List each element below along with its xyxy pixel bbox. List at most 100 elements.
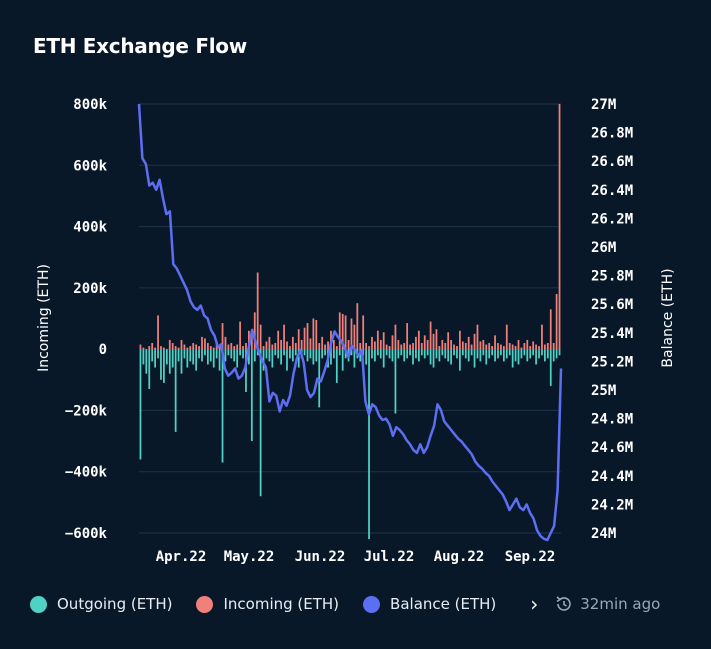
outgoing-bar <box>177 349 180 362</box>
outgoing-bar <box>400 349 403 356</box>
incoming-bar <box>482 339 485 350</box>
legend-outgoing[interactable]: Outgoing (ETH) <box>30 595 172 613</box>
outgoing-bar <box>497 349 499 359</box>
exchange-flow-chart: 800k 600k 400k 200k 0 −200k −400k −600k 27M 26.8… <box>36 97 676 565</box>
outgoing-bar <box>482 349 485 356</box>
incoming-bar <box>379 339 382 350</box>
incoming-bar <box>294 343 297 350</box>
incoming-bar <box>139 344 142 350</box>
outgoing-bar <box>417 349 420 362</box>
incoming-bar <box>456 346 458 350</box>
outgoing-bar <box>350 349 353 356</box>
incoming-bar <box>420 343 423 350</box>
outgoing-bar <box>286 349 288 371</box>
outgoing-bar <box>315 349 318 362</box>
incoming-bar <box>365 343 367 350</box>
incoming-bar <box>406 323 409 350</box>
outgoing-bar <box>221 349 224 463</box>
outgoing-bar <box>511 349 514 368</box>
incoming-bar <box>362 315 365 350</box>
incoming-bar <box>324 344 326 350</box>
right-tick-label: 26M <box>591 240 616 256</box>
outgoing-bar <box>558 349 561 356</box>
outgoing-bar <box>435 349 438 359</box>
incoming-bar <box>511 344 514 350</box>
incoming-bar <box>453 344 455 350</box>
outgoing-bar <box>280 349 283 365</box>
incoming-bar <box>253 312 256 350</box>
left-tick-label: 0 <box>99 342 107 358</box>
outgoing-bar <box>467 349 470 362</box>
outgoing-bar <box>441 349 444 356</box>
incoming-bar <box>541 324 543 350</box>
incoming-bar <box>151 343 154 350</box>
incoming-bar <box>508 343 511 350</box>
incoming-bar <box>412 343 414 350</box>
incoming-bar <box>206 343 209 350</box>
outgoing-bar <box>371 349 373 359</box>
incoming-bar <box>224 336 227 350</box>
balance-line-group <box>137 103 563 542</box>
outgoing-bar <box>268 349 271 362</box>
left-tick-label: 200k <box>73 281 107 297</box>
incoming-bar <box>376 330 379 350</box>
outgoing-bar <box>265 349 268 359</box>
incoming-bar <box>245 343 247 350</box>
incoming-bar <box>391 335 394 350</box>
incoming-bar <box>265 341 268 350</box>
outgoing-bar <box>212 349 215 368</box>
incoming-bar <box>473 333 476 350</box>
outgoing-bar <box>215 349 218 359</box>
legend-balance[interactable]: Balance (ETH) <box>363 595 496 613</box>
incoming-bar <box>333 339 335 350</box>
left-tick-label: −600k <box>65 526 108 542</box>
x-tick-label: Jul.22 <box>364 549 415 565</box>
incoming-bar <box>189 346 192 350</box>
incoming-bar <box>423 335 426 350</box>
outgoing-bar <box>224 349 227 362</box>
right-tick-label: 27M <box>591 97 616 113</box>
outgoing-bar <box>397 349 400 359</box>
outgoing-bar <box>541 349 543 356</box>
chevron-right-icon[interactable]: › <box>530 592 539 616</box>
outgoing-bar <box>432 349 435 368</box>
left-axis-ticks: 800k 600k 400k 200k 0 −200k −400k −600k <box>65 97 108 542</box>
incoming-bar <box>441 339 444 350</box>
outgoing-bar <box>250 349 253 442</box>
outgoing-bar <box>160 349 162 380</box>
incoming-bar <box>327 341 329 350</box>
legend-incoming-label: Incoming (ETH) <box>223 595 340 613</box>
outgoing-bar <box>473 349 476 368</box>
outgoing-bar <box>461 349 464 356</box>
incoming-bar <box>552 343 555 350</box>
right-tick-label: 24.8M <box>591 412 633 428</box>
outgoing-bar <box>485 349 488 365</box>
outgoing-bar <box>529 349 532 359</box>
incoming-bar <box>212 347 215 350</box>
incoming-bar <box>321 336 324 350</box>
outgoing-bar <box>500 349 502 356</box>
outgoing-bar <box>183 349 186 359</box>
outgoing-bar <box>165 349 168 365</box>
right-tick-label: 25.8M <box>591 269 633 285</box>
incoming-bar <box>312 318 315 350</box>
incoming-bar <box>315 320 318 350</box>
incoming-bar <box>192 343 195 350</box>
right-axis-title: Balance (ETH) <box>660 268 676 367</box>
incoming-bar <box>183 344 186 350</box>
incoming-bar <box>306 323 309 350</box>
outgoing-bar <box>335 349 338 383</box>
outgoing-bar <box>163 349 165 383</box>
outgoing-bar <box>403 349 406 362</box>
incoming-bar <box>160 346 162 350</box>
outgoing-bar <box>444 349 447 359</box>
legend-incoming[interactable]: Incoming (ETH) <box>196 595 339 613</box>
outgoing-bar <box>294 349 297 356</box>
incoming-bar <box>198 346 200 350</box>
x-axis-ticks: Apr.22 May.22 Jun.22 Jul.22 Aug.22 Sep.22 <box>156 549 556 565</box>
incoming-bar <box>438 346 441 350</box>
outgoing-bar <box>555 349 558 359</box>
incoming-bar <box>248 330 250 350</box>
incoming-bar <box>388 346 391 350</box>
outgoing-bar <box>491 349 494 356</box>
